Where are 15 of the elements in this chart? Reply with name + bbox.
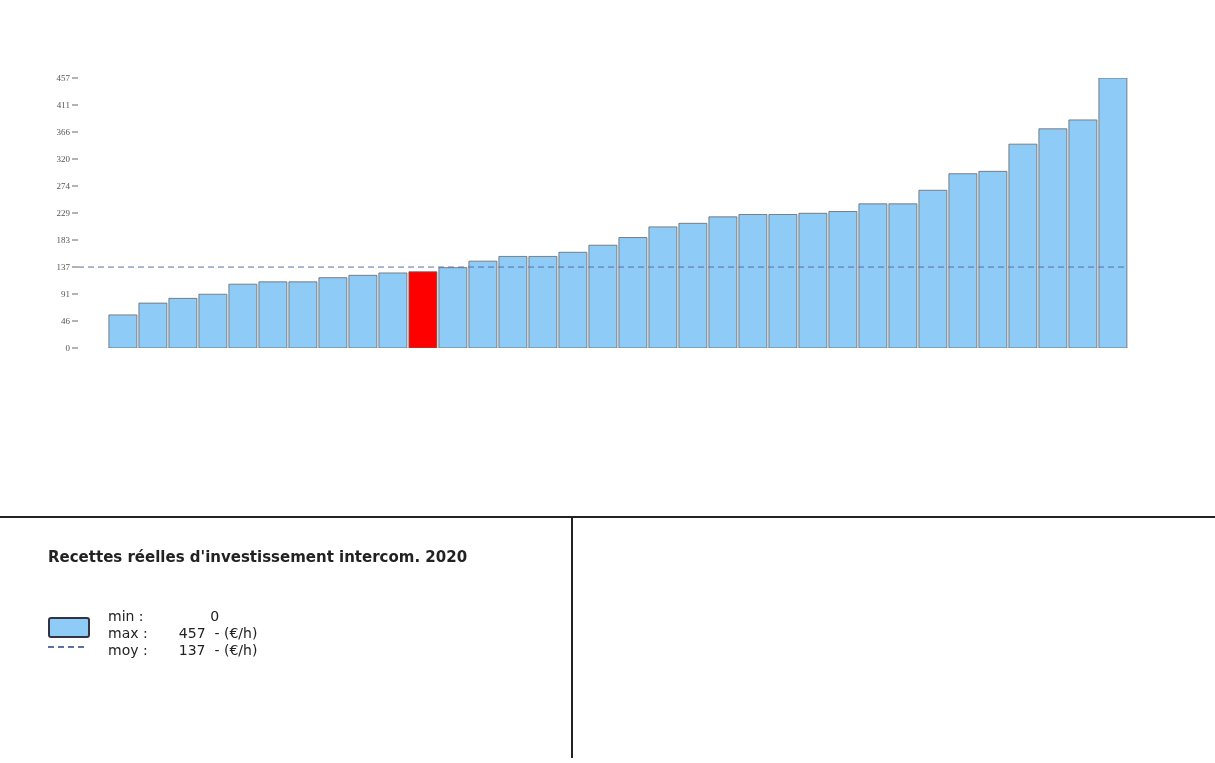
legend-label: moy : 137 - (€/h) <box>108 642 258 659</box>
y-tick-label: 137 <box>56 262 71 273</box>
y-tick-label: 229 <box>56 208 71 219</box>
y-tick-label: 274 <box>56 181 71 192</box>
y-tick-label: 0 <box>65 343 71 354</box>
y-tick-label: 411 <box>56 100 70 111</box>
y-tick-label: 366 <box>56 127 71 138</box>
y-tick-label: 46 <box>61 316 71 327</box>
y-tick-label: 183 <box>56 235 71 246</box>
legend-title: Recettes réelles d'investissement intercom. 2020 <box>48 548 468 566</box>
text: max : 457 - (€/h) <box>108 625 258 642</box>
text: min : 0 <box>108 608 221 625</box>
y-tick-label: 320 <box>56 154 71 165</box>
y-tick-label: 91 <box>61 289 70 300</box>
y-tick-label: 457 <box>56 73 71 84</box>
